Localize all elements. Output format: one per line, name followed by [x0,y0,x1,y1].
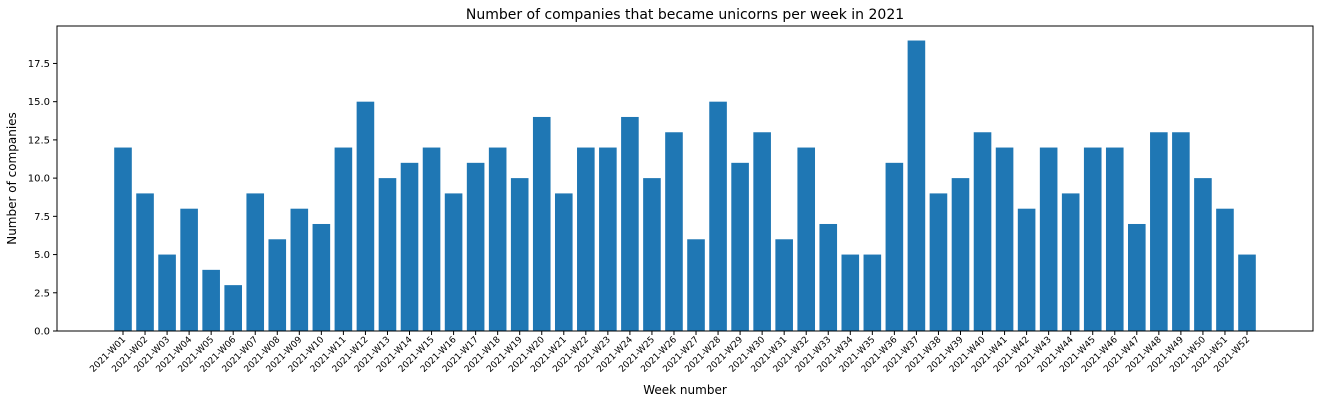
y-tick-label: 12.5 [28,135,50,146]
bar-2021-W34 [841,254,860,331]
bar-2021-W01 [114,147,132,331]
bar-2021-W04 [180,208,198,331]
bar-2021-W16 [444,193,463,331]
bar-2021-W33 [819,223,838,331]
bar-2021-W30 [753,132,771,331]
bar-2021-W05 [202,269,220,331]
bar-2021-W02 [136,193,154,331]
bar-2021-W24 [621,116,639,332]
bar-2021-W23 [599,147,617,331]
y-tick-label: 2.5 [34,288,50,299]
bar-2021-W13 [378,178,397,331]
y-tick-label: 0.0 [34,327,50,338]
bar-2021-W09 [290,208,309,331]
bar-2021-W28 [709,101,727,331]
bar-2021-W48 [1150,132,1168,331]
y-tick-label: 15.0 [28,97,50,108]
bar-2021-W06 [224,285,242,331]
bar-2021-W44 [1061,193,1080,331]
y-axis-label: Number of companies [5,112,19,245]
bar-2021-W10 [312,223,331,331]
bar-2021-W35 [863,254,882,331]
bar-2021-W20 [532,116,551,332]
bar-2021-W22 [577,147,595,331]
bar-2021-W15 [422,147,441,331]
bar-2021-W43 [1039,147,1058,331]
bar-2021-W37 [907,40,926,332]
bar-2021-W08 [268,239,287,331]
bar-2021-W39 [951,178,970,331]
plot-frame [56,25,1314,332]
bar-2021-W03 [158,254,176,331]
bar-2021-W07 [246,193,265,331]
bar-2021-W46 [1105,147,1124,331]
bar-2021-W49 [1172,132,1190,331]
bar-2021-W29 [731,162,749,331]
bar-2021-W40 [973,132,992,331]
bar-2021-W26 [665,132,683,331]
x-axis: 2021-W012021-W022021-W032021-W042021-W05… [88,331,1252,375]
bar-2021-W19 [510,178,529,331]
bar-2021-W52 [1238,254,1256,331]
y-tick-label: 7.5 [34,212,50,223]
x-axis-label: Week number [643,383,727,397]
bar-2021-W32 [797,147,816,331]
bar-2021-W31 [775,239,793,331]
y-tick-label: 10.0 [28,174,50,185]
y-tick-label: 17.5 [28,59,50,70]
bar-2021-W50 [1194,178,1212,331]
bar-2021-W41 [995,147,1014,331]
bar-2021-W42 [1017,208,1036,331]
bar-2021-W47 [1128,223,1146,331]
bar-2021-W25 [643,178,661,331]
bar-2021-W18 [488,147,507,331]
bar-2021-W51 [1216,208,1234,331]
bar-2021-W14 [400,162,419,331]
y-axis: 0.0 2.5 5.0 7.5 10.0 12.5 15.0 17.5 [28,59,57,338]
bar-2021-W11 [334,147,353,331]
chart-title: Number of companies that became unicorns… [466,7,904,23]
bar-2021-W38 [929,193,948,331]
bar-2021-W21 [554,193,573,331]
bar-2021-W27 [687,239,705,331]
bar-2021-W45 [1083,147,1102,331]
bar-2021-W12 [356,101,375,331]
bar-2021-W36 [885,162,904,331]
bar-2021-W17 [466,162,485,331]
y-tick-label: 5.0 [34,250,50,261]
bars-group [114,40,1256,332]
